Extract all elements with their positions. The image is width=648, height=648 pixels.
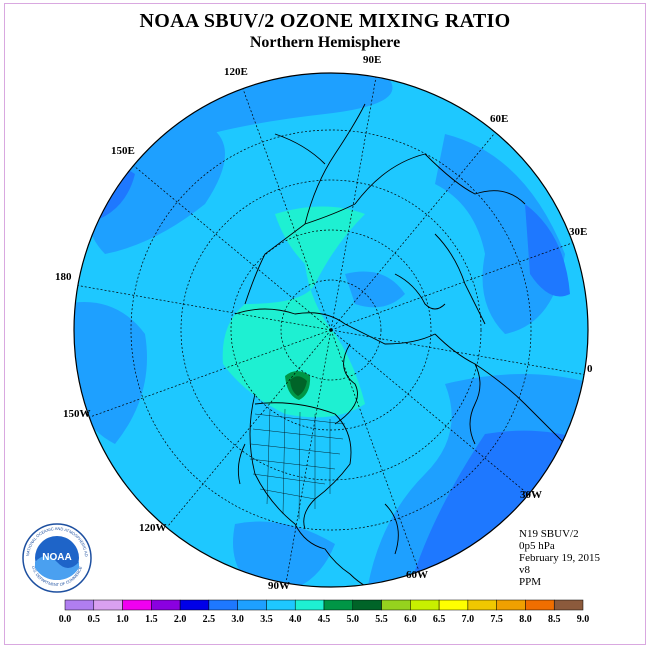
colorbar-swatch	[323, 599, 354, 611]
coastlines	[234, 103, 566, 587]
field-2-5-region	[525, 204, 570, 297]
colorbar-swatch	[266, 599, 296, 611]
colorbar-tick-label: 0.5	[88, 614, 101, 625]
colorbar-swatch	[179, 599, 210, 611]
colorbar-tick-label: 2.0	[174, 614, 187, 625]
units-label: PPM	[519, 576, 542, 588]
colorbar-swatch	[122, 599, 152, 611]
page-title: NOAA SBUV/2 OZONE MIXING RATIO	[139, 10, 511, 32]
colorbar-tick-label: 4.0	[289, 614, 302, 625]
latitude-circles	[130, 129, 532, 531]
field-3-0-region	[345, 271, 405, 308]
pressure-level-label: 0p5 hPa	[519, 540, 555, 552]
colorbar-tick-label: 8.5	[548, 614, 561, 625]
field-5-0-region	[290, 376, 307, 396]
colorbar-swatch	[294, 599, 325, 611]
colorbar-tick-label: 5.0	[347, 614, 360, 625]
metadata-block: N19 SBUV/2 0p5 hPa February 19, 2015 v8 …	[519, 528, 600, 588]
meridians	[74, 76, 588, 584]
colorbar-tick-label: 6.5	[433, 614, 446, 625]
lon-label-150w: 150W	[63, 408, 91, 420]
lon-label-60w: 60W	[406, 569, 428, 581]
colorbar: 0.0 0.5 1.0 1.5 2.0 2.5 3.0 3.5 4.0 4.5 5.0 5.5 6.0 6…	[59, 599, 590, 625]
colorbar-tick-label: 0.0	[59, 614, 72, 625]
ozone-field	[74, 73, 588, 587]
colorbar-tick-label: 9.0	[577, 614, 590, 625]
us-state-lines	[249, 408, 346, 520]
lon-label-30w: 30W	[520, 489, 542, 501]
colorbar-tick-label: 4.5	[318, 614, 331, 625]
lon-label-60e: 60E	[490, 113, 509, 125]
lon-label-150e: 150E	[111, 145, 135, 157]
lon-label-180: 180	[55, 271, 72, 283]
logo-text: NOAA	[42, 552, 71, 563]
colorbar-swatch	[525, 599, 555, 611]
noaa-logo: NOAA NATIONAL OCEANIC AND ATMOSPHERIC AD…	[21, 522, 92, 593]
colorbar-tick-label: 1.0	[116, 614, 129, 625]
colorbar-swatch	[208, 599, 238, 611]
field-4-0-region	[222, 206, 365, 418]
lon-label-90e: 90E	[363, 54, 382, 66]
polar-map	[73, 72, 589, 588]
colorbar-swatch	[438, 599, 469, 611]
colorbar-tick-label: 1.5	[145, 614, 158, 625]
colorbar-swatch	[151, 599, 181, 611]
lon-label-30e: 30E	[569, 226, 588, 238]
colorbar-swatch	[93, 599, 123, 611]
page-subtitle: Northern Hemisphere	[249, 34, 401, 51]
lon-label-0: 0	[587, 363, 593, 375]
colorbar-swatch	[237, 599, 267, 611]
colorbar-swatch	[64, 599, 95, 611]
colorbar-tick-label: 2.5	[203, 614, 216, 625]
colorbar-tick-label: 3.0	[231, 614, 244, 625]
colorbar-tick-label: 5.5	[375, 614, 388, 625]
lon-label-120e: 120E	[224, 66, 248, 78]
lon-label-90w: 90W	[268, 580, 290, 592]
field-3-0-region	[233, 521, 335, 587]
lon-label-120w: 120W	[139, 522, 167, 534]
colorbar-swatch	[352, 599, 382, 611]
colorbar-swatch	[381, 599, 411, 611]
instrument-label: N19 SBUV/2	[519, 528, 579, 540]
version-label: v8	[519, 564, 530, 576]
colorbar-tick-label: 6.0	[404, 614, 417, 625]
date-label: February 19, 2015	[519, 552, 600, 564]
map-frame: NOAA SBUV/2 OZONE MIXING RATIO Northern …	[4, 3, 646, 645]
colorbar-swatch	[467, 599, 497, 611]
colorbar-tick-label: 8.0	[519, 614, 532, 625]
colorbar-swatch	[496, 599, 526, 611]
colorbar-swatch	[410, 599, 440, 611]
colorbar-tick-label: 7.5	[490, 614, 503, 625]
colorbar-tick-label: 7.0	[462, 614, 475, 625]
map-boundary	[73, 72, 589, 588]
colorbar-swatch	[553, 599, 584, 611]
colorbar-tick-label: 3.5	[260, 614, 273, 625]
